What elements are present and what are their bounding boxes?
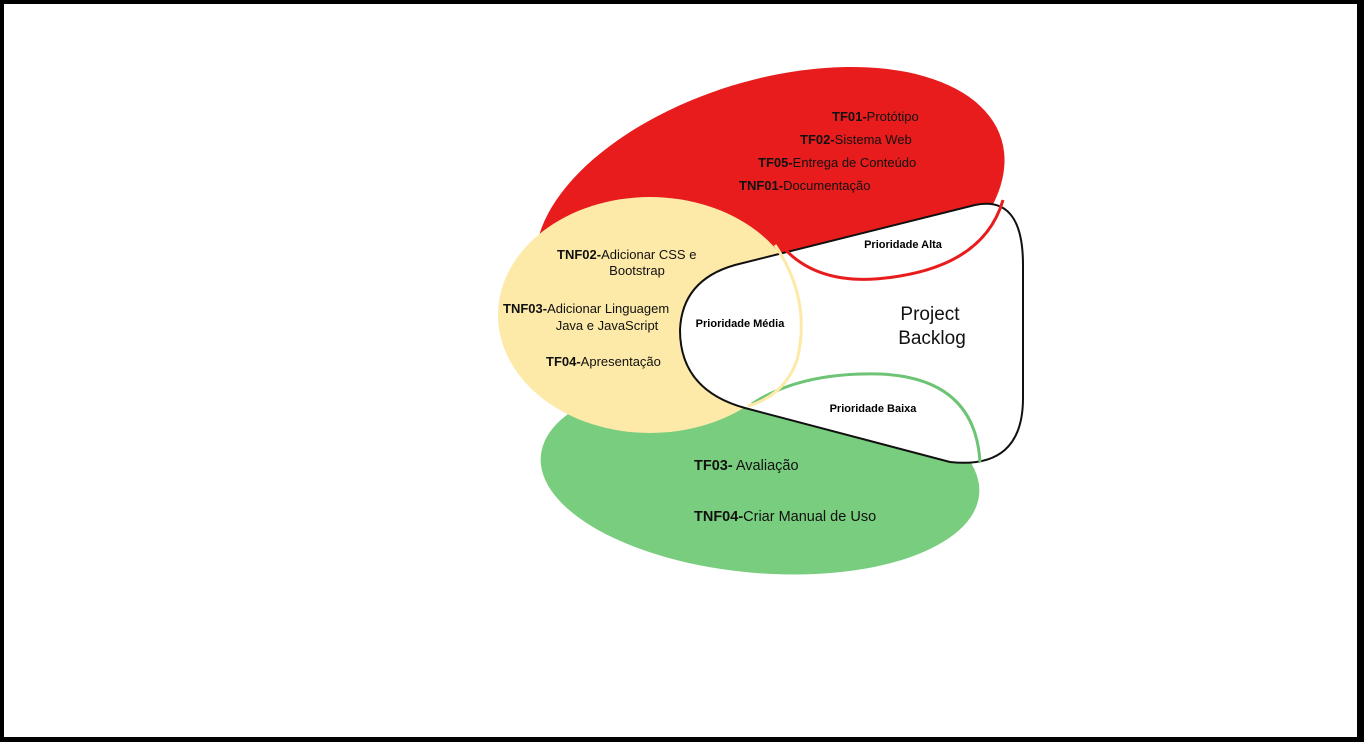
venn-diagram: TF01-Protótipo TF02-Sistema Web TF05-Ent…	[498, 66, 1024, 575]
high-task-3: TF05-Entrega de Conteúdo	[758, 155, 916, 170]
project-backlog-outline	[678, 202, 1024, 464]
high-task-1: TF01-Protótipo	[832, 109, 919, 124]
medium-task-2-line2: Java e JavaScript	[556, 318, 659, 333]
project-backlog-title-line1: Project	[900, 304, 960, 325]
high-task-4: TNF01-Documentação	[739, 178, 871, 193]
priority-low-label: Prioridade Baixa	[830, 403, 918, 415]
low-task-2: TNF04-Criar Manual de Uso	[694, 509, 876, 525]
low-priority-inner-outline	[751, 372, 982, 463]
diagram-canvas: TF01-Protótipo TF02-Sistema Web TF05-Ent…	[4, 4, 1357, 737]
medium-task-1-line2: Bootstrap	[609, 263, 665, 278]
medium-task-1: TNF02-Adicionar CSS e	[557, 247, 696, 262]
high-priority-inner-outline	[780, 199, 1005, 281]
project-backlog-title-line2: Backlog	[898, 328, 966, 349]
medium-task-3: TF04-Apresentação	[546, 354, 661, 369]
priority-high-label: Prioridade Alta	[864, 239, 943, 251]
low-task-1: TF03- Avaliação	[694, 458, 799, 474]
medium-priority-inner-outline	[747, 244, 803, 408]
medium-task-2: TNF03-Adicionar Linguagem	[503, 301, 669, 316]
high-task-2: TF02-Sistema Web	[800, 132, 912, 147]
priority-medium-label: Prioridade Média	[696, 318, 786, 330]
